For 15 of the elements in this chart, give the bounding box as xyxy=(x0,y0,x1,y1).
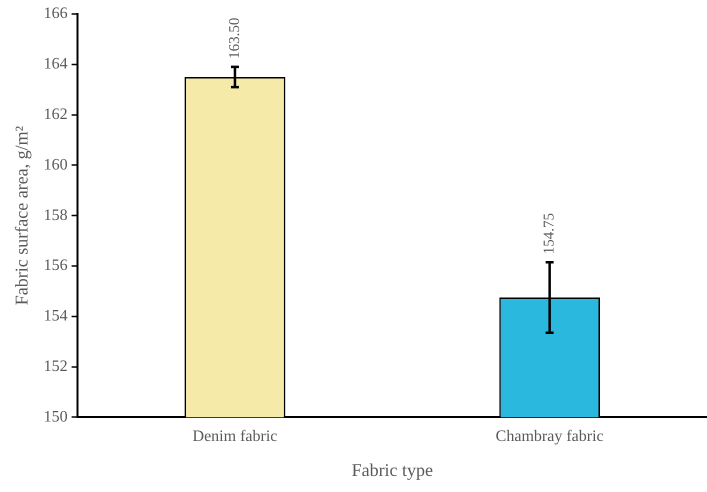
y-tick-label: 154 xyxy=(44,308,68,325)
x-axis-title: Fabric type xyxy=(352,460,434,480)
x-tick-label: Denim fabric xyxy=(192,428,278,446)
y-axis-title: Fabric surface area, g/m² xyxy=(12,126,32,306)
y-tick-label: 150 xyxy=(44,408,68,426)
y-tick-label: 152 xyxy=(44,358,68,376)
y-tick-label: 156 xyxy=(44,257,68,274)
x-tick-label: Chambray fabric xyxy=(496,428,604,446)
y-tick-label: 160 xyxy=(44,156,68,174)
y-tick-label: 162 xyxy=(44,106,68,124)
data-label: 154.75 xyxy=(542,212,558,254)
y-tick-label: 166 xyxy=(44,5,68,22)
y-tick-label: 158 xyxy=(44,206,68,224)
y-tick-label: 164 xyxy=(44,56,68,73)
data-label: 163.50 xyxy=(226,18,243,59)
